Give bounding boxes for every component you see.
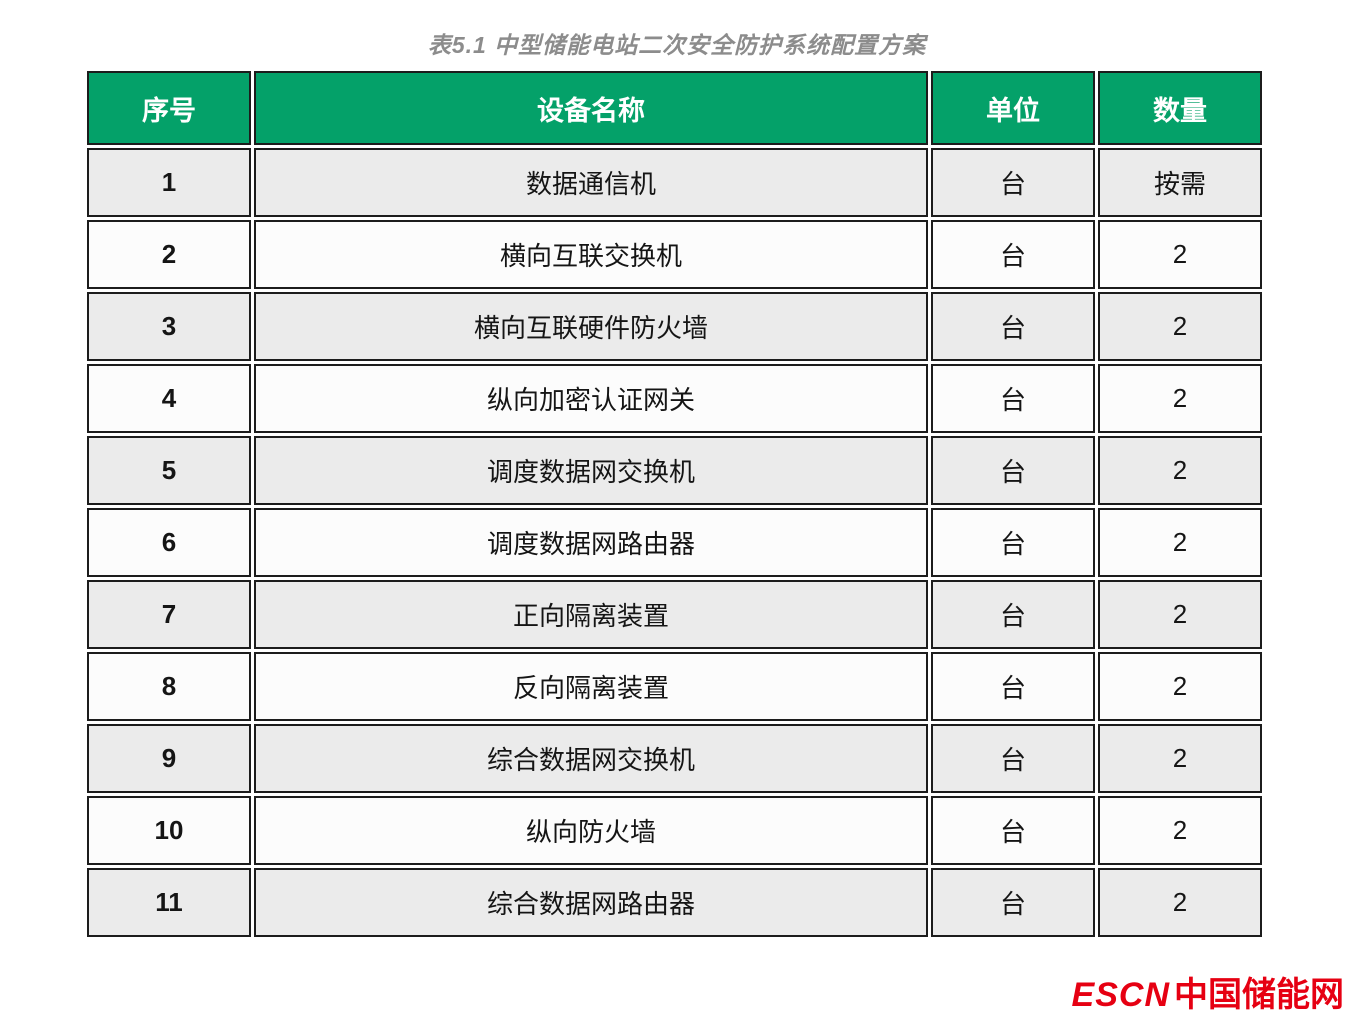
table-body: 1 数据通信机台按需 2 横向互联交换机台 2 3 横向互联硬件防火墙台 2 4 纵向加密认证网关… (87, 148, 1262, 937)
cell-no: 1 (87, 148, 251, 217)
table-row: 7 正向隔离装置台 2 (87, 580, 1262, 649)
cell-qty: 2 (1098, 724, 1262, 793)
header-cell-name: 设备名称 (254, 71, 928, 145)
table-row: 11 综合数据网路由器台 2 (87, 868, 1262, 937)
header-cell-qty: 数量 (1098, 71, 1262, 145)
cell-name: 综合数据网交换机 (254, 724, 928, 793)
cell-unit: 台 (931, 724, 1095, 793)
escn-logo-site-name: 中国储能网 (1174, 976, 1344, 1014)
cell-unit: 台 (931, 796, 1095, 865)
cell-no: 6 (87, 508, 251, 577)
cell-unit: 台 (931, 220, 1095, 289)
cell-name: 反向隔离装置 (254, 652, 928, 721)
cell-no: 5 (87, 436, 251, 505)
cell-qty: 按需 (1098, 148, 1262, 217)
cell-qty: 2 (1098, 364, 1262, 433)
table-row: 5 调度数据网交换机台 2 (87, 436, 1262, 505)
table-row: 1 数据通信机台按需 (87, 148, 1262, 217)
table-header-row: 序号 设备名称 单位 数量 (87, 71, 1262, 145)
cell-name: 调度数据网交换机 (254, 436, 928, 505)
cell-unit: 台 (931, 148, 1095, 217)
cell-qty: 2 (1098, 652, 1262, 721)
cell-name: 横向互联交换机 (254, 220, 928, 289)
table-row: 8 反向隔离装置台 2 (87, 652, 1262, 721)
table-row: 3 横向互联硬件防火墙台 2 (87, 292, 1262, 361)
cell-unit: 台 (931, 436, 1095, 505)
cell-name: 综合数据网路由器 (254, 868, 928, 937)
cell-unit: 台 (931, 652, 1095, 721)
table-row: 2 横向互联交换机台 2 (87, 220, 1262, 289)
cell-name: 数据通信机 (254, 148, 928, 217)
header-cell-no: 序号 (87, 71, 251, 145)
cell-name: 调度数据网路由器 (254, 508, 928, 577)
escn-logo-text: ESCN (1071, 976, 1170, 1014)
cell-no: 3 (87, 292, 251, 361)
cell-qty: 2 (1098, 292, 1262, 361)
table-row: 6 调度数据网路由器台 2 (87, 508, 1262, 577)
cell-name: 纵向防火墙 (254, 796, 928, 865)
cell-qty: 2 (1098, 868, 1262, 937)
cell-unit: 台 (931, 868, 1095, 937)
cell-qty: 2 (1098, 580, 1262, 649)
cell-unit: 台 (931, 508, 1095, 577)
cell-qty: 2 (1098, 220, 1262, 289)
table-row: 9 综合数据网交换机台 2 (87, 724, 1262, 793)
cell-name: 正向隔离装置 (254, 580, 928, 649)
cell-name: 纵向加密认证网关 (254, 364, 928, 433)
cell-no: 4 (87, 364, 251, 433)
cell-no: 8 (87, 652, 251, 721)
table-caption: 表5.1 中型储能电站二次安全防护系统配置方案 (427, 32, 927, 58)
equipment-config-table: 序号 设备名称 单位 数量 1 数据通信机台按需 2 横向互联交换机台 2 3 横向互联硬件… (84, 68, 1265, 940)
table-row: 4 纵向加密认证网关台 2 (87, 364, 1262, 433)
header-cell-unit: 单位 (931, 71, 1095, 145)
cell-unit: 台 (931, 580, 1095, 649)
cell-no: 7 (87, 580, 251, 649)
cell-no: 9 (87, 724, 251, 793)
cell-unit: 台 (931, 292, 1095, 361)
cell-qty: 2 (1098, 436, 1262, 505)
cell-no: 2 (87, 220, 251, 289)
cell-qty: 2 (1098, 508, 1262, 577)
cell-qty: 2 (1098, 796, 1262, 865)
table-header: 序号 设备名称 单位 数量 (87, 71, 1262, 145)
cell-name: 横向互联硬件防火墙 (254, 292, 928, 361)
cell-no: 10 (87, 796, 251, 865)
escn-logo: ESCN 中国储能网 (1072, 978, 1344, 1012)
table-row: 10 纵向防火墙台 2 (87, 796, 1262, 865)
cell-unit: 台 (931, 364, 1095, 433)
cell-no: 11 (87, 868, 251, 937)
